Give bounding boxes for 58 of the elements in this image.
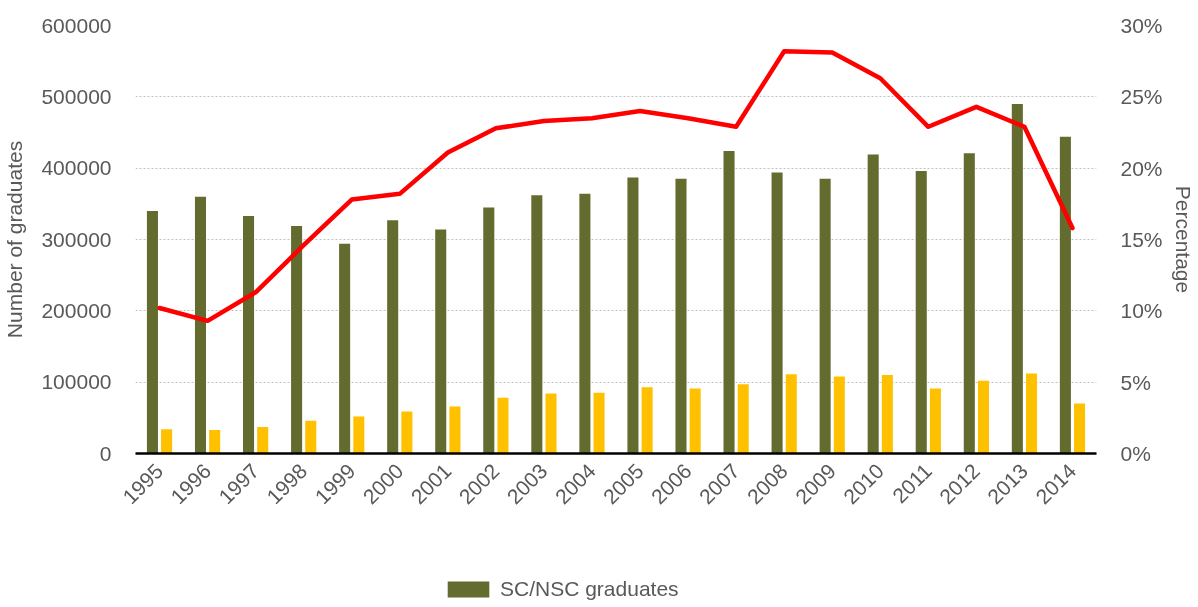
bar [449, 406, 461, 454]
y2-axis-title: Percentage [1171, 185, 1195, 294]
bar [339, 243, 351, 454]
y2-tick-label: 5% [1120, 370, 1151, 394]
bar [737, 384, 749, 454]
y-tick-label: 0 [99, 441, 112, 465]
y2-tick-label: 25% [1120, 85, 1163, 109]
bar [305, 420, 317, 454]
bar [689, 388, 701, 454]
bar [593, 392, 605, 454]
y2-tick-label: 0% [1120, 442, 1151, 465]
bar [929, 388, 941, 454]
bar [545, 393, 557, 454]
bar [1011, 103, 1023, 454]
bar [531, 195, 543, 454]
y-tick-label: 600000 [41, 13, 112, 37]
y2-tick-label: 30% [1120, 14, 1163, 37]
bar [915, 171, 927, 454]
y2-tick-label: 15% [1120, 228, 1163, 251]
bar [833, 376, 845, 454]
bar [819, 178, 831, 454]
bar [401, 411, 413, 454]
bar [579, 193, 591, 454]
bar [483, 207, 495, 454]
legend-label: SC/NSC graduates [500, 577, 679, 601]
bar [881, 375, 893, 454]
bar [387, 220, 399, 454]
bar [675, 178, 687, 454]
y2-tick-label: 10% [1120, 299, 1163, 323]
bar [257, 427, 269, 454]
y-tick-label: 300000 [41, 227, 112, 251]
bar [194, 196, 207, 454]
bar [435, 229, 447, 454]
bar [1059, 136, 1071, 454]
bar [161, 429, 173, 454]
y2-tick-label: 20% [1120, 156, 1163, 180]
line-series [157, 48, 1075, 324]
bar [963, 153, 975, 454]
bar [146, 210, 158, 454]
bar [243, 215, 255, 454]
bar [977, 380, 989, 454]
bar [723, 151, 735, 454]
bar [1074, 403, 1086, 454]
bar [771, 172, 783, 454]
bar [353, 416, 365, 454]
y-tick-label: 500000 [41, 84, 112, 108]
y-tick-label: 400000 [41, 156, 112, 180]
bar [867, 154, 879, 454]
bar [785, 374, 797, 454]
bar [209, 429, 221, 454]
bar [1025, 373, 1038, 454]
bar [291, 225, 303, 454]
bar [627, 177, 639, 454]
bar [641, 387, 653, 454]
bar [497, 397, 509, 454]
y-axis-title: Number of graduates [3, 140, 27, 339]
y-tick-label: 200000 [41, 298, 112, 322]
y-tick-label: 100000 [41, 370, 112, 394]
